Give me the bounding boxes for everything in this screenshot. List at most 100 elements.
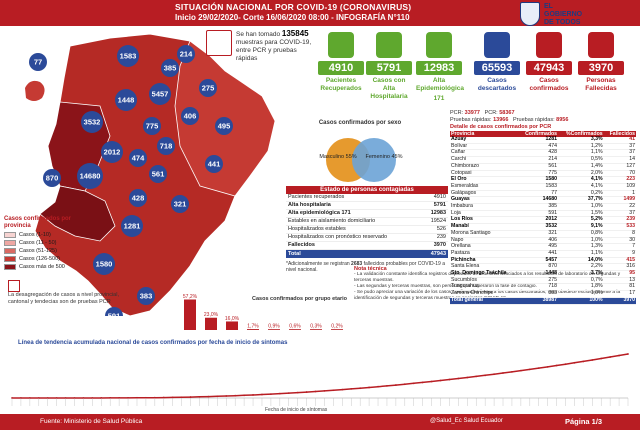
footer-source: Fuente: Ministerio de Salud Pública <box>40 418 143 425</box>
trend-point <box>600 357 603 360</box>
province-data-table: Provincia Confirmados %Confirmados Fallecid… <box>450 131 636 305</box>
trend-point <box>261 393 263 396</box>
kpi-value: 12983 <box>416 61 462 75</box>
kpi-card: 65593 Casos descartados <box>474 32 520 93</box>
logo-line-3: DE TODOS <box>544 19 581 26</box>
table-row: Cañar 428 1,1% 37 <box>450 149 636 158</box>
age-bar-label: 0,6% <box>289 324 301 330</box>
female-label: Femenino 45% <box>366 154 403 160</box>
province-bubble-value: 441 <box>208 160 221 169</box>
trend-point <box>493 373 495 376</box>
kpi-card: 5791 Casos con Alta Hospitalaria <box>366 32 412 101</box>
trend-point <box>377 385 379 388</box>
province-bubble-value: 718 <box>160 142 173 151</box>
trend-point <box>350 388 353 390</box>
kpi-value: 3970 <box>578 61 624 75</box>
trend-point <box>252 394 254 396</box>
trend-point <box>519 369 522 372</box>
table-row: Azuay 1281 3,3% 41 <box>450 136 636 144</box>
footer-social[interactable]: @Salud_Ec Salud Ecuador <box>430 418 503 424</box>
province-bubble <box>77 163 103 189</box>
table-row: Esmeraldas 1583 4,1% 109 <box>450 182 636 191</box>
table-row: Napo 406 1,0% 30 <box>450 236 636 245</box>
province-bubble-value: 77 <box>34 58 42 67</box>
legend-swatch <box>4 240 16 246</box>
province-bubble-value: 1580 <box>96 260 113 269</box>
trend-point <box>359 387 362 390</box>
legend-item: Casos (11 - 50) <box>4 240 76 246</box>
legend-item: Casos (1-10) <box>4 232 76 238</box>
technical-note-title: Nota técnica <box>354 266 387 272</box>
trend-point <box>627 353 629 355</box>
table-row: Pastaza 441 1,1% 9 <box>450 249 636 258</box>
province-bubble <box>143 117 161 135</box>
table-row: Galápagos 77 0,2% 1 <box>450 189 636 198</box>
table-row: Los Ríos 2012 5,2% 239 <box>450 216 636 225</box>
province-bubble <box>29 53 47 71</box>
trend-point <box>64 397 67 399</box>
province-bubble-value: 870 <box>46 174 59 183</box>
age-bar-label: 23,0% <box>204 312 219 318</box>
legend-label: Casos (11 - 50) <box>19 240 57 246</box>
province-bubble-value: 1448 <box>118 96 135 105</box>
trend-point <box>243 394 246 397</box>
rapid-summary: Pruebas rápidas: 13966 Pruebas rápidas: … <box>450 117 569 123</box>
age-bar <box>184 299 196 330</box>
table-row: Zamora Chinchipe 383 1,0% 17 <box>450 290 636 298</box>
trend-point <box>511 370 513 373</box>
province-bubble-value: 1583 <box>120 52 137 61</box>
province-bubble <box>105 307 123 316</box>
trend-line <box>12 353 629 399</box>
province-bubble-value: 321 <box>174 200 187 209</box>
trend-point <box>618 354 620 357</box>
legend-swatch <box>4 256 16 262</box>
trend-point <box>528 368 531 371</box>
kpi-card: 4910 Pacientes Recuperados <box>318 32 364 93</box>
trend-point <box>296 391 299 394</box>
trend-point <box>484 374 487 377</box>
pcr-summary: PCR: 33977 PCR: 58367 <box>450 110 515 116</box>
table-row: Sto. Domingo Tsáchila 1448 3,7% 95 <box>450 270 636 278</box>
female-circle <box>352 138 396 182</box>
logo-line-2: GOBIERNO <box>544 11 583 18</box>
kpi-value: 5791 <box>366 61 412 75</box>
table-row: Santa Elena 870 2,2% 316 <box>450 263 636 272</box>
kpi-label: Casos con Alta Hospitalaria <box>370 77 408 100</box>
status-row: Fallecidos 3970 <box>286 242 448 250</box>
logo-line-1: EL <box>544 3 553 10</box>
trend-point <box>332 389 335 392</box>
province-table: PCR: 33977 PCR: 58367 Pruebas rápidas: 1… <box>450 110 636 305</box>
status-total-label: Total <box>288 251 301 257</box>
kpi-label: Casos confirmados <box>529 77 569 92</box>
table-row: Carchi 214 0,5% 14 <box>450 156 636 164</box>
table-header: %Confirmados <box>558 131 604 137</box>
trend-point <box>118 397 121 399</box>
trend-point <box>180 396 183 399</box>
trend-point <box>207 395 210 398</box>
legend-item: Casos (51-125) <box>4 248 76 254</box>
legend-title: Casos confirmados por provincia <box>4 216 72 229</box>
status-row: Alta hospitalaria 5791 <box>286 202 448 210</box>
legend-swatch <box>4 232 16 238</box>
trend-point <box>37 397 40 399</box>
age-bar-label: 0,9% <box>268 324 280 330</box>
minus-icon <box>484 32 510 58</box>
trend-point <box>341 388 344 391</box>
kpi-value: 47943 <box>526 61 572 75</box>
province-bubble-value: 2012 <box>104 148 121 157</box>
province-bubble <box>177 45 195 63</box>
trend-point <box>394 384 397 386</box>
province-bubble-value: 214 <box>180 50 193 59</box>
sex-chart-title: Casos confirmados por sexo <box>318 120 402 126</box>
map-legend: Casos confirmados por provincia Casos (1… <box>4 216 76 270</box>
province-bubble <box>93 253 115 275</box>
check-icon <box>426 32 452 58</box>
shield-icon <box>520 2 540 26</box>
legend-label: Casos (126-500) <box>19 256 60 262</box>
trend-point <box>466 376 469 379</box>
trend-point <box>278 392 281 395</box>
status-title: Estado de personas contagiadas <box>286 186 448 194</box>
age-bar <box>205 317 217 330</box>
province-bubble <box>121 215 143 237</box>
legend-label: Casos (1-10) <box>19 232 51 238</box>
